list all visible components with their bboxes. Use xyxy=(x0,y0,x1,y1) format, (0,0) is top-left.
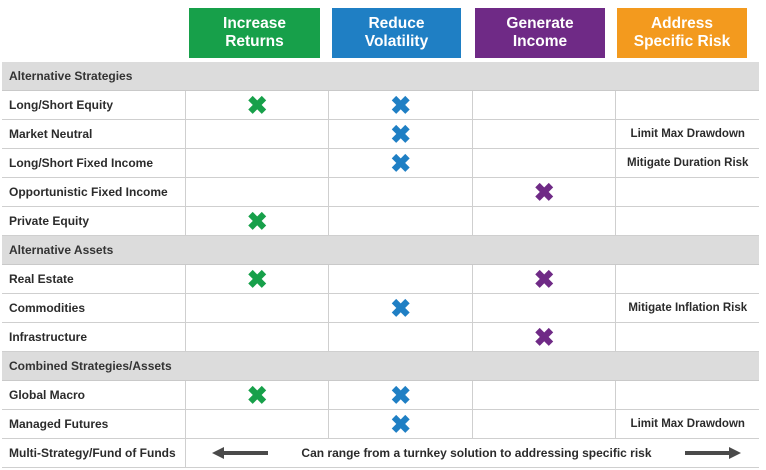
arrow-right-icon xyxy=(685,447,741,459)
section-title: Combined Strategies/Assets xyxy=(2,351,759,381)
risk-note: Mitigate Duration Risk xyxy=(615,148,759,178)
arrow-left-icon xyxy=(211,447,268,459)
section-header: Combined Strategies/Assets xyxy=(2,351,759,381)
mark-cell: ✖ xyxy=(472,264,617,294)
section-title: Alternative Strategies xyxy=(2,62,759,91)
row-label: Long/Short Equity xyxy=(2,90,186,120)
mark-cell xyxy=(328,177,473,207)
x-mark-icon: ✖ xyxy=(246,91,268,120)
x-mark-icon: ✖ xyxy=(390,410,412,439)
row-label: Opportunistic Fixed Income xyxy=(2,177,186,207)
table-row: Multi-Strategy/Fund of Funds Can range fr… xyxy=(2,438,759,468)
mark-cell xyxy=(472,90,617,120)
table-row: Commodities ✖ Mitigate Inflation Risk xyxy=(2,293,759,323)
header-0: Increase Returns xyxy=(189,8,320,58)
range-span: Can range from a turnkey solution to add… xyxy=(185,438,759,468)
x-mark-icon: ✖ xyxy=(390,149,412,178)
x-mark-icon: ✖ xyxy=(390,91,412,120)
row-label: Commodities xyxy=(2,293,186,323)
table-row: Global Macro ✖ ✖ xyxy=(2,380,759,410)
mark-cell xyxy=(472,409,617,439)
section-header: Alternative Assets xyxy=(2,235,759,265)
strategy-table: Alternative Strategies Long/Short Equity ✖… xyxy=(2,62,759,468)
x-mark-icon: ✖ xyxy=(246,265,268,294)
risk-note xyxy=(615,322,759,352)
x-mark-icon: ✖ xyxy=(390,294,412,323)
mark-cell: ✖ xyxy=(185,264,330,294)
risk-note xyxy=(615,177,759,207)
mark-cell: ✖ xyxy=(328,148,473,178)
mark-cell: ✖ xyxy=(185,380,330,410)
mark-cell xyxy=(472,293,617,323)
mark-cell xyxy=(185,409,330,439)
header-2: Generate Income xyxy=(475,8,605,58)
x-mark-icon: ✖ xyxy=(246,381,268,410)
mark-cell xyxy=(185,177,330,207)
mark-cell: ✖ xyxy=(328,409,473,439)
mark-cell: ✖ xyxy=(328,90,473,120)
x-mark-icon: ✖ xyxy=(533,265,555,294)
mark-cell xyxy=(185,119,330,149)
row-label: Private Equity xyxy=(2,206,186,236)
table-row: Infrastructure ✖ xyxy=(2,322,759,352)
mark-cell: ✖ xyxy=(472,177,617,207)
mark-cell: ✖ xyxy=(328,380,473,410)
x-mark-icon: ✖ xyxy=(533,323,555,352)
row-label: Managed Futures xyxy=(2,409,186,439)
mark-cell: ✖ xyxy=(185,206,330,236)
x-mark-icon: ✖ xyxy=(390,381,412,410)
table-row: Market Neutral ✖ Limit Max Drawdown xyxy=(2,119,759,149)
section-header: Alternative Strategies xyxy=(2,62,759,91)
row-label: Real Estate xyxy=(2,264,186,294)
x-mark-icon: ✖ xyxy=(533,178,555,207)
risk-note: Limit Max Drawdown xyxy=(615,119,759,149)
table-row: Real Estate ✖ ✖ xyxy=(2,264,759,294)
mark-cell xyxy=(472,206,617,236)
risk-note xyxy=(615,264,759,294)
x-mark-icon: ✖ xyxy=(390,120,412,149)
section-title: Alternative Assets xyxy=(2,235,759,265)
table-row: Long/Short Equity ✖ ✖ xyxy=(2,90,759,120)
mark-cell xyxy=(185,322,330,352)
mark-cell: ✖ xyxy=(185,90,330,120)
mark-cell xyxy=(472,148,617,178)
table-row: Long/Short Fixed Income ✖ Mitigate Duratio… xyxy=(2,148,759,178)
row-label: Market Neutral xyxy=(2,119,186,149)
table-row: Managed Futures ✖ Limit Max Drawdown xyxy=(2,409,759,439)
risk-note xyxy=(615,90,759,120)
header-1: Reduce Volatility xyxy=(332,8,461,58)
row-label: Infrastructure xyxy=(2,322,186,352)
risk-note xyxy=(615,206,759,236)
mark-cell xyxy=(328,206,473,236)
table-row: Private Equity ✖ xyxy=(2,206,759,236)
mark-cell: ✖ xyxy=(328,293,473,323)
mark-cell xyxy=(328,264,473,294)
row-label: Global Macro xyxy=(2,380,186,410)
risk-note: Limit Max Drawdown xyxy=(615,409,759,439)
mark-cell: ✖ xyxy=(328,119,473,149)
mark-cell xyxy=(472,119,617,149)
mark-cell xyxy=(185,293,330,323)
mark-cell xyxy=(328,322,473,352)
x-mark-icon: ✖ xyxy=(246,207,268,236)
header-3: Address Specific Risk xyxy=(617,8,747,58)
mark-cell: ✖ xyxy=(472,322,617,352)
risk-note: Mitigate Inflation Risk xyxy=(615,293,759,323)
row-label: Long/Short Fixed Income xyxy=(2,148,186,178)
risk-note xyxy=(615,380,759,410)
table-row: Opportunistic Fixed Income ✖ xyxy=(2,177,759,207)
mark-cell xyxy=(185,148,330,178)
mark-cell xyxy=(472,380,617,410)
row-label: Multi-Strategy/Fund of Funds xyxy=(2,438,186,468)
range-text: Can range from a turnkey solution to add… xyxy=(301,446,652,460)
